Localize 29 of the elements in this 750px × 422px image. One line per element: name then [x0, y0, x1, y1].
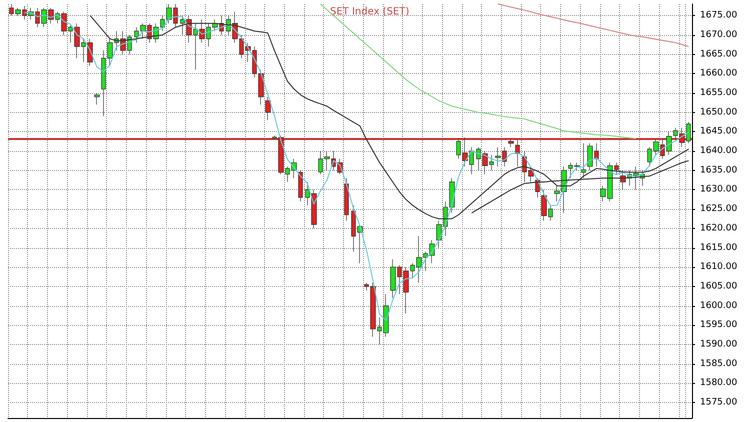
candlestick	[508, 139, 514, 148]
y-tick-label: 1625.00	[700, 204, 738, 214]
y-tick-label: 1590.00	[700, 339, 738, 350]
y-tick-label: 1600.00	[700, 300, 738, 311]
y-tick-label: 1660.00	[700, 68, 738, 79]
y-tick-label: 1605.00	[700, 281, 738, 292]
y-tick-label: 1640.00	[700, 146, 738, 156]
y-tick-label: 1575.00	[700, 398, 738, 408]
candlestick	[94, 92, 100, 105]
y-tick-label: 1665.00	[700, 49, 738, 60]
candlestick	[344, 178, 349, 221]
line-series	[320, 4, 637, 140]
y-tick-label: 1610.00	[700, 262, 738, 272]
y-tick-label: 1675.00	[700, 10, 738, 21]
y-tick-label: 1645.00	[700, 126, 738, 137]
y-tick-label: 1655.00	[700, 88, 738, 98]
y-tick-label: 1580.00	[700, 378, 738, 388]
line-series	[497, 4, 690, 48]
y-tick-label: 1670.00	[700, 30, 738, 40]
y-tick-label: 1595.00	[700, 320, 738, 330]
y-tick-label: 1650.00	[700, 107, 738, 118]
y-tick-label: 1615.00	[700, 242, 738, 253]
y-tick-label: 1630.00	[700, 184, 738, 195]
y-tick-label: 1635.00	[700, 165, 738, 176]
y-tick-label: 1585.00	[700, 358, 738, 369]
candlestick	[298, 170, 303, 202]
y-tick-label: 1620.00	[700, 223, 738, 234]
candlestick	[265, 96, 271, 120]
chart-title: SET Index (SET)	[330, 6, 410, 18]
